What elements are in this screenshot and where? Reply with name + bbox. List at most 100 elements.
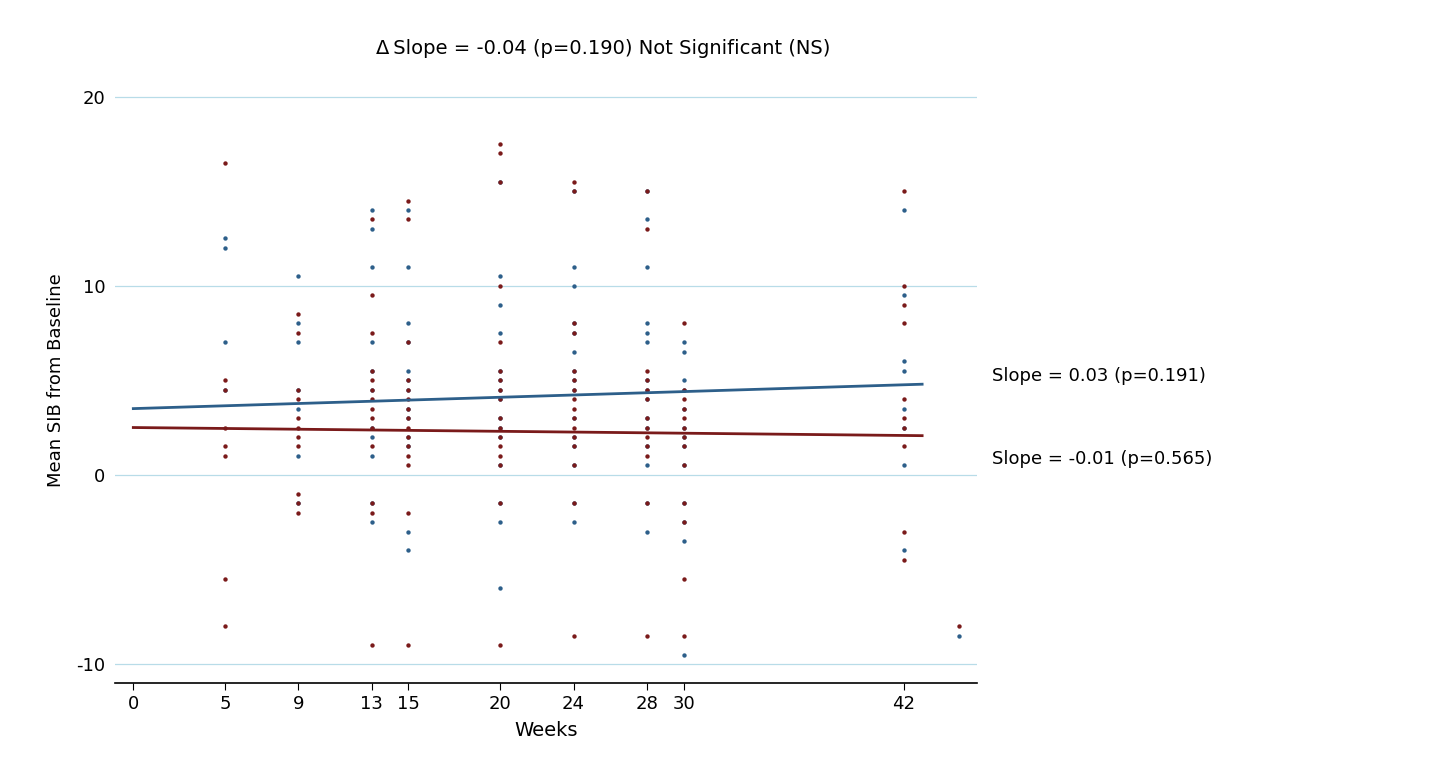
Point: [489, 137, 512, 150]
Point: [361, 497, 384, 509]
Point: [361, 431, 384, 443]
Point: [214, 241, 237, 254]
Point: [673, 431, 696, 443]
Point: [673, 535, 696, 547]
Point: [361, 639, 384, 651]
Point: [361, 516, 384, 528]
Point: [635, 383, 658, 396]
Point: [397, 403, 420, 415]
Point: [892, 421, 915, 434]
Point: [562, 459, 585, 472]
Point: [397, 459, 420, 472]
Point: [673, 336, 696, 348]
Point: [673, 421, 696, 434]
Point: [562, 317, 585, 330]
Point: [635, 421, 658, 434]
Point: [397, 336, 420, 348]
Point: [361, 204, 384, 217]
Point: [635, 365, 658, 377]
Point: [489, 175, 512, 188]
Point: [361, 213, 384, 226]
Point: [673, 516, 696, 528]
Point: [287, 327, 310, 339]
Point: [361, 497, 384, 509]
Point: [489, 459, 512, 472]
Point: [489, 412, 512, 424]
Point: [489, 431, 512, 443]
Point: [635, 421, 658, 434]
Point: [673, 573, 696, 585]
Point: [214, 232, 237, 244]
Point: [361, 421, 384, 434]
Point: [397, 213, 420, 226]
Point: [892, 421, 915, 434]
Point: [562, 459, 585, 472]
Text: Slope = 0.03 (p=0.191): Slope = 0.03 (p=0.191): [992, 368, 1206, 386]
Point: [361, 383, 384, 396]
Point: [489, 582, 512, 594]
Point: [635, 185, 658, 197]
Text: Slope = -0.01 (p=0.565): Slope = -0.01 (p=0.565): [992, 450, 1211, 468]
Point: [562, 431, 585, 443]
Point: [287, 270, 310, 282]
Point: [287, 412, 310, 424]
Point: [673, 412, 696, 424]
Point: [489, 374, 512, 386]
Point: [892, 355, 915, 368]
Point: [287, 497, 310, 509]
Point: [287, 487, 310, 500]
Point: [361, 421, 384, 434]
Point: [361, 289, 384, 301]
Point: [489, 365, 512, 377]
Point: [635, 374, 658, 386]
Point: [892, 185, 915, 197]
Point: [397, 440, 420, 452]
Point: [397, 336, 420, 348]
Y-axis label: Mean SIB from Baseline: Mean SIB from Baseline: [47, 273, 65, 487]
Point: [673, 459, 696, 472]
Point: [635, 440, 658, 452]
Point: [361, 223, 384, 235]
Point: [562, 185, 585, 197]
Point: [635, 497, 658, 509]
Point: [635, 459, 658, 472]
Point: [562, 261, 585, 273]
Point: [673, 440, 696, 452]
Point: [287, 497, 310, 509]
Point: [489, 440, 512, 452]
Point: [673, 374, 696, 386]
Point: [397, 194, 420, 206]
Point: [489, 459, 512, 472]
Point: [892, 440, 915, 452]
Point: [892, 279, 915, 292]
Point: [361, 327, 384, 339]
Point: [562, 327, 585, 339]
Point: [287, 383, 310, 396]
Point: [397, 639, 420, 651]
Point: [361, 393, 384, 405]
Point: [489, 393, 512, 405]
Point: [673, 497, 696, 509]
Point: [287, 431, 310, 443]
Point: [397, 449, 420, 462]
Point: [397, 421, 420, 434]
Point: [361, 440, 384, 452]
Point: [397, 374, 420, 386]
Point: [214, 336, 237, 348]
Point: [361, 412, 384, 424]
Point: [489, 270, 512, 282]
Point: [489, 336, 512, 348]
Point: [562, 497, 585, 509]
Point: [489, 147, 512, 160]
Point: [397, 412, 420, 424]
Point: [489, 383, 512, 396]
Point: [947, 620, 970, 632]
Point: [361, 365, 384, 377]
Point: [489, 497, 512, 509]
Point: [892, 289, 915, 301]
Point: [397, 383, 420, 396]
X-axis label: Weeks: Weeks: [514, 721, 578, 740]
Point: [489, 412, 512, 424]
Point: [287, 336, 310, 348]
Point: [361, 365, 384, 377]
